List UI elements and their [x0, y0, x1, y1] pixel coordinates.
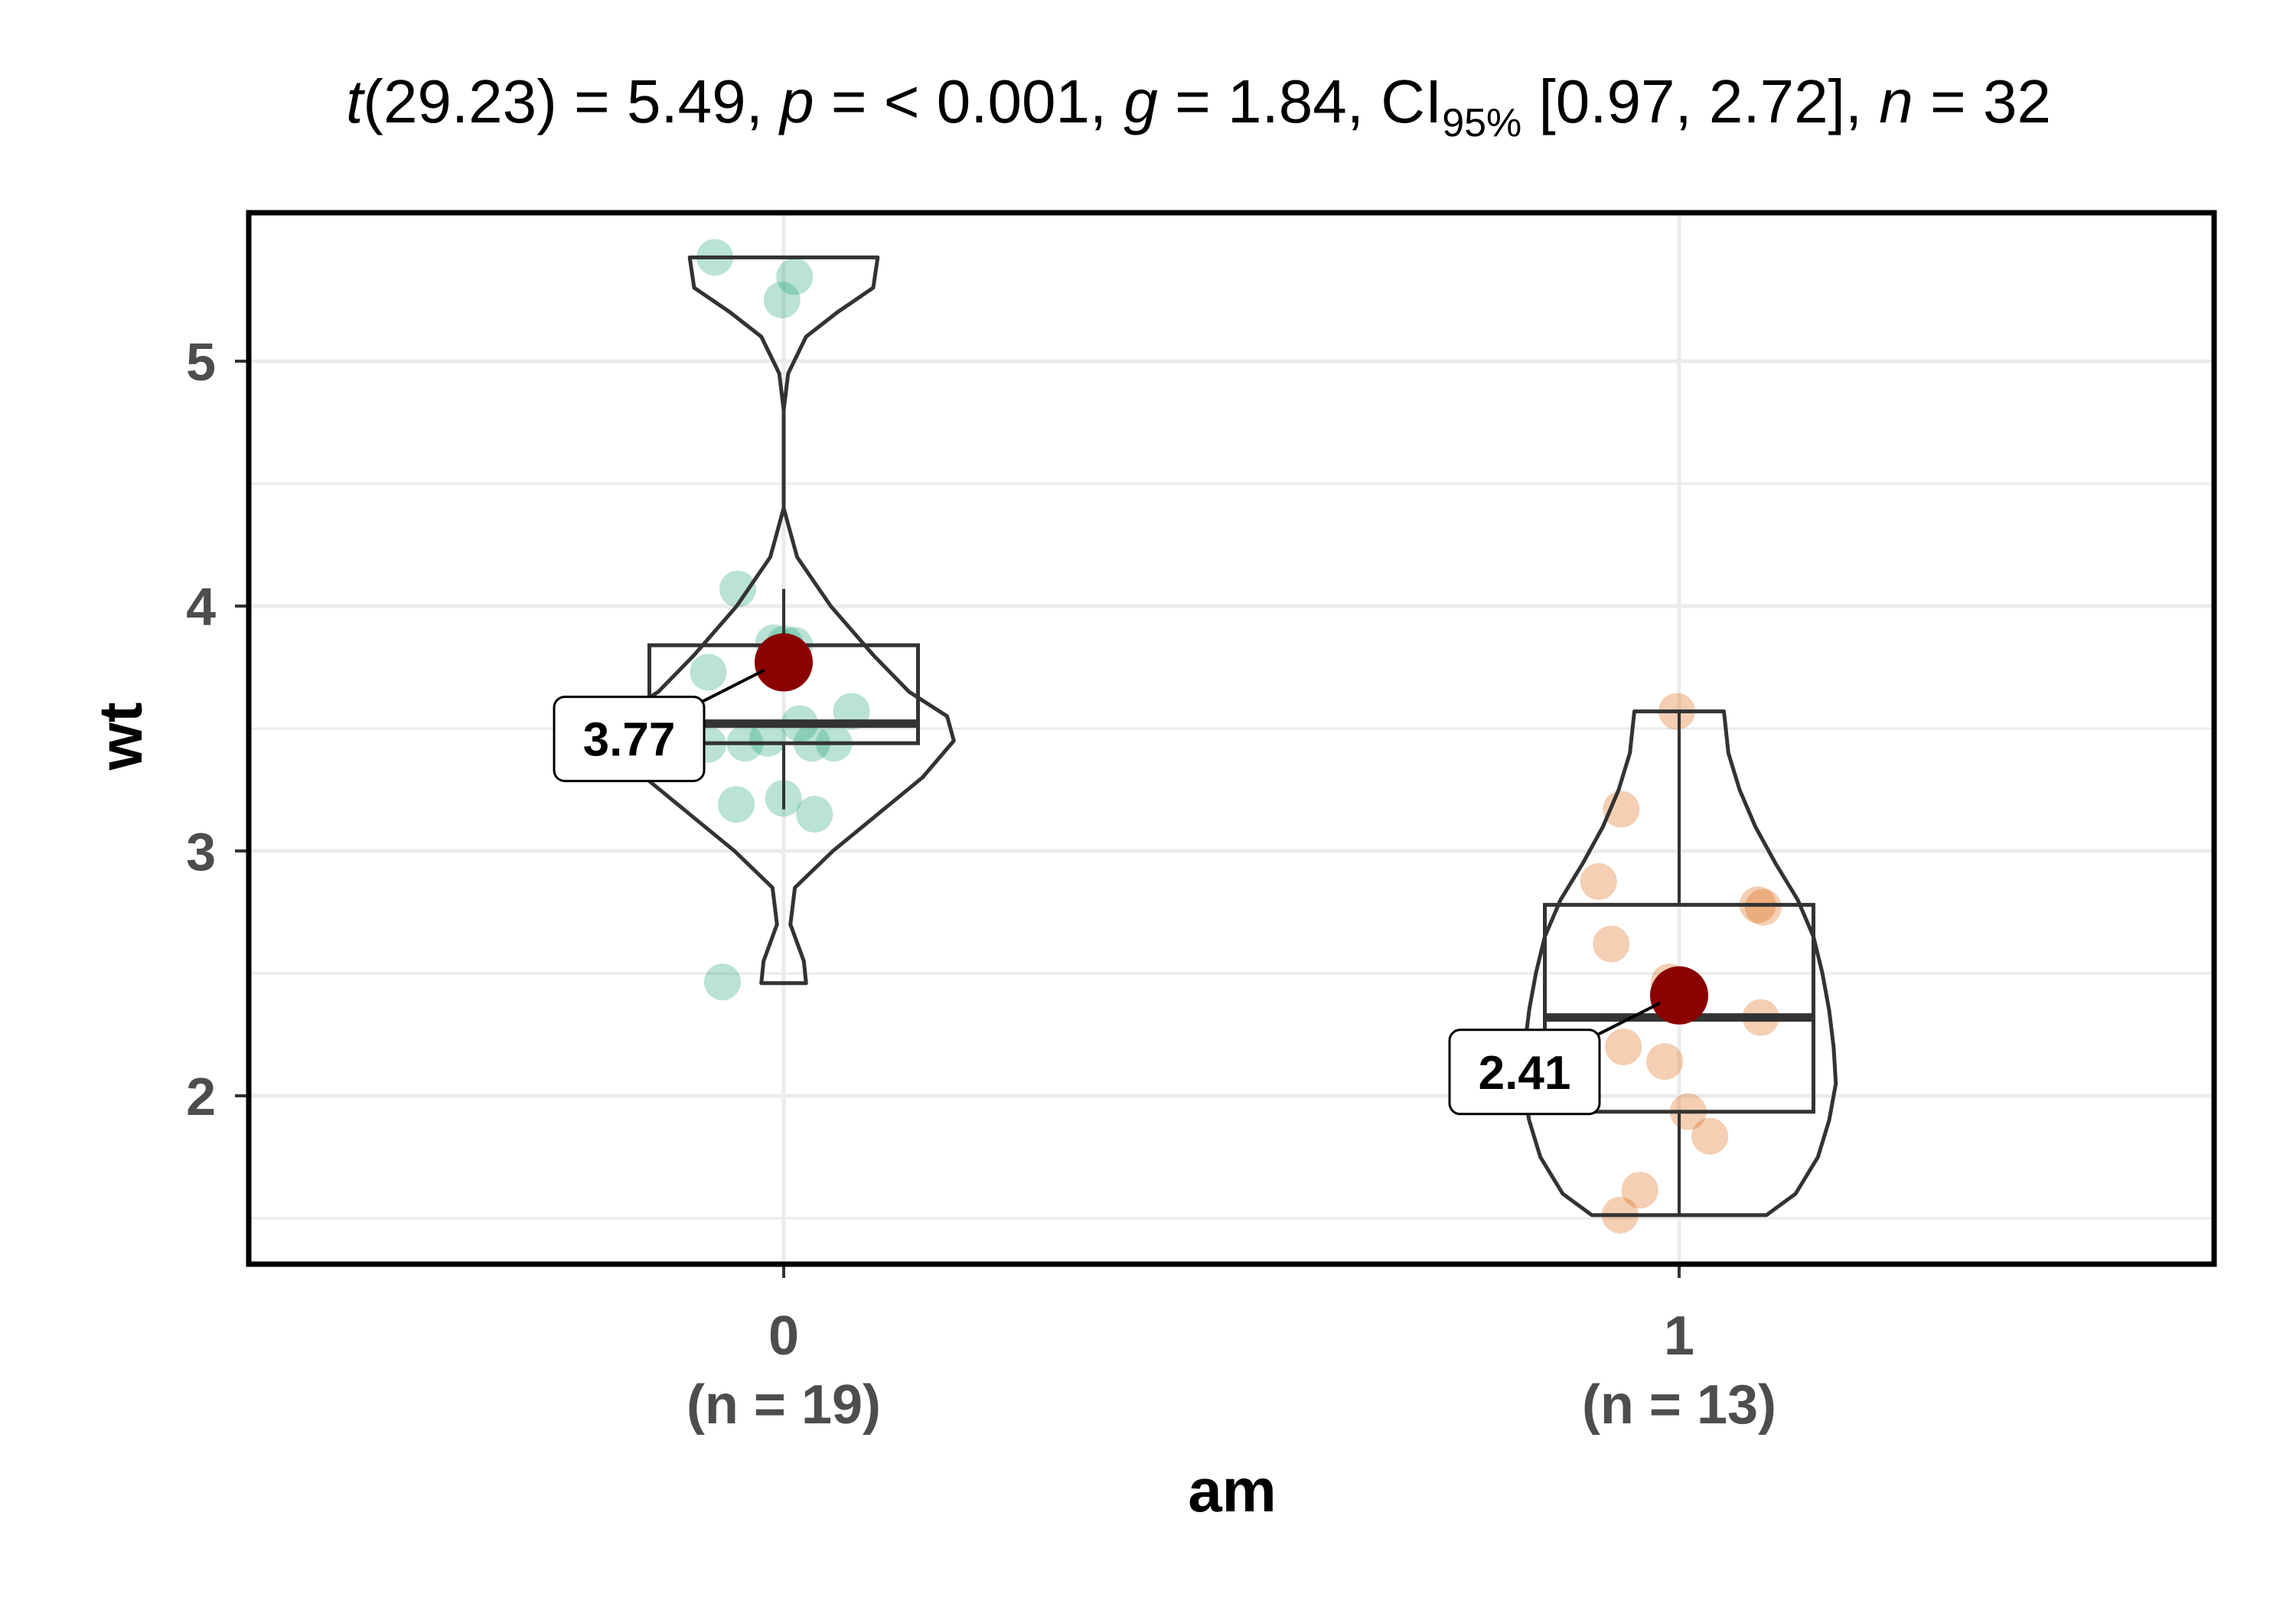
plot-area: 3.77 0 (n = 19) 2.41 1 (n = 13) 2 3 4 5 — [186, 210, 2217, 1436]
box-iqr — [1543, 902, 1815, 1114]
title-p-value: = < 0.001, — [814, 67, 1124, 135]
x-tick-label: 0 — [768, 1305, 799, 1367]
x-tick-n-label: (n = 13) — [1582, 1374, 1776, 1436]
y-tick-label: 2 — [186, 1067, 216, 1126]
x-tick-label: 1 — [1664, 1305, 1694, 1367]
title-ci-subscript: 95% — [1442, 101, 1521, 145]
title-g-value: = 1.84, CI — [1158, 67, 1442, 135]
title-ci-values: [0.97, 2.72], — [1521, 67, 1879, 135]
x-axis-title: am — [1188, 1456, 1277, 1524]
mean-label-box — [553, 696, 706, 783]
y-tick-label: 4 — [186, 577, 216, 637]
x-tick-n-label: (n = 19) — [687, 1374, 881, 1436]
data-point — [718, 786, 755, 823]
data-point — [796, 796, 833, 833]
title-n-value: = 32 — [1913, 67, 2051, 135]
mean-label-box — [1448, 1028, 1601, 1116]
data-point — [1646, 1043, 1684, 1081]
title-t-stat: (29.23) = 5.49, — [363, 67, 780, 135]
group-0: 3.77 0 (n = 19) — [553, 239, 956, 1436]
mean-label-leader — [1591, 1002, 1661, 1039]
data-point — [1744, 888, 1782, 926]
title-n-symbol: n — [1879, 67, 1913, 135]
data-point — [719, 570, 757, 608]
data-point — [1603, 790, 1640, 828]
y-axis-title: wt — [86, 702, 155, 771]
data-point — [1691, 1117, 1729, 1155]
data-point — [703, 963, 741, 1001]
mean-label-text: 2.41 — [1479, 1047, 1571, 1100]
mean-label-text: 3.77 — [583, 714, 676, 767]
mean-point — [1650, 966, 1708, 1025]
data-point — [776, 258, 814, 295]
mean-point — [755, 633, 813, 692]
group-1: 2.41 1 (n = 13) — [1448, 693, 1838, 1436]
y-tick-label: 5 — [186, 332, 216, 392]
data-point — [1593, 925, 1630, 963]
data-point — [1605, 1028, 1642, 1065]
data-point — [763, 282, 801, 318]
title-g-symbol: g — [1124, 67, 1158, 135]
chart-title: t(29.23) = 5.49, p = < 0.001, g = 1.84, … — [346, 67, 2051, 145]
data-point — [1621, 1172, 1658, 1209]
title-t-symbol: t — [346, 67, 365, 135]
data-point — [1580, 863, 1617, 900]
mean-label-leader — [696, 668, 765, 706]
y-tick-label: 3 — [186, 822, 216, 882]
title-p-symbol: p — [778, 67, 814, 135]
data-point — [690, 654, 727, 691]
data-point — [749, 719, 787, 757]
plot-panel-border — [246, 210, 2217, 1267]
